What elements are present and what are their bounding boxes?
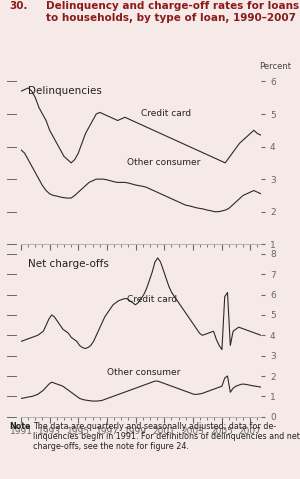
Text: 30.: 30.: [9, 1, 28, 11]
Text: The data are quarterly and seasonally adjusted; data for de-
linquencies begin i: The data are quarterly and seasonally ad…: [33, 422, 300, 451]
Text: Credit card: Credit card: [127, 295, 177, 304]
Text: Delinquency and charge-off rates for loans
to households, by type of loan, 1990–: Delinquency and charge-off rates for loa…: [46, 1, 300, 23]
Text: Note: Note: [9, 422, 31, 431]
Text: Percent: Percent: [259, 62, 291, 71]
Text: Other consumer: Other consumer: [107, 368, 181, 377]
Text: Other consumer: Other consumer: [127, 158, 200, 167]
Text: Delinquencies: Delinquencies: [28, 86, 102, 96]
Text: Credit card: Credit card: [141, 109, 191, 118]
Text: Net charge-offs: Net charge-offs: [28, 259, 109, 269]
